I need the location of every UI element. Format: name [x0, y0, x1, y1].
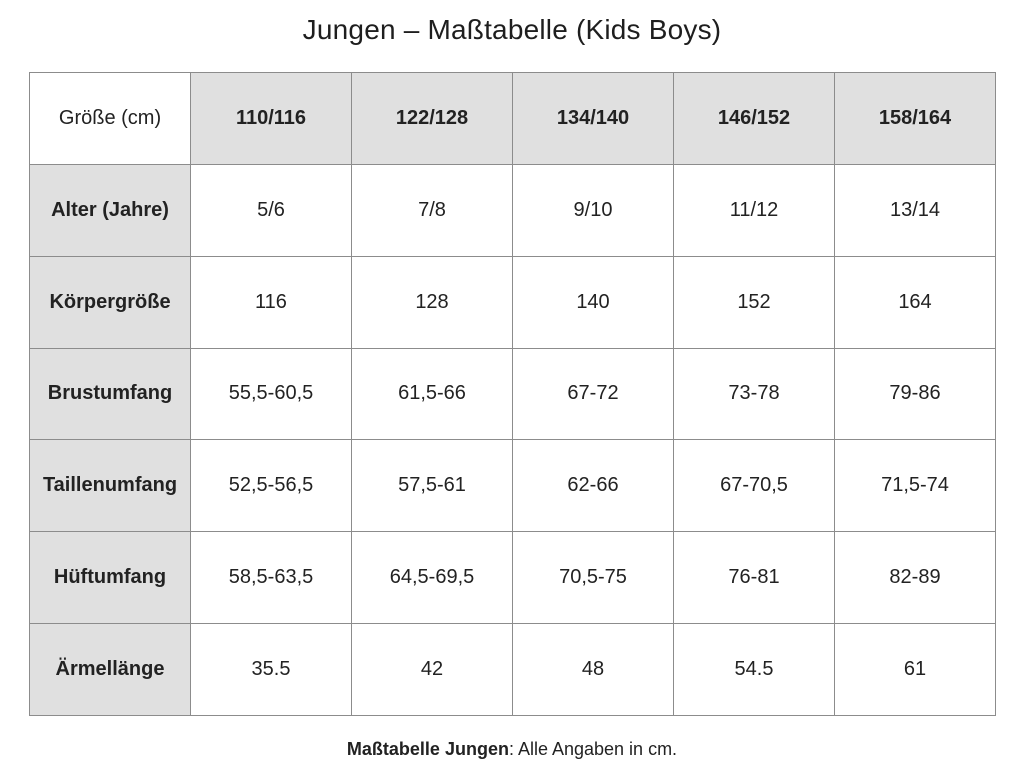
table-cell: 35.5	[190, 623, 352, 716]
table-header-row: Größe (cm) 110/116 122/128 134/140 146/1…	[29, 72, 996, 165]
size-header: 110/116	[190, 72, 352, 165]
table-cell: 67-70,5	[673, 439, 835, 533]
table-cell: 67-72	[512, 347, 674, 441]
table-cell: 71,5-74	[834, 439, 996, 533]
table-cell: 128	[351, 255, 513, 349]
table-row: Brustumfang 55,5-60,5 61,5-66 67-72 73-7…	[29, 347, 996, 441]
table-cell: 61	[834, 623, 996, 716]
table-cell: 152	[673, 255, 835, 349]
table-cell: 61,5-66	[351, 347, 513, 441]
table-row: Hüftumfang 58,5-63,5 64,5-69,5 70,5-75 7…	[29, 531, 996, 625]
row-header: Alter (Jahre)	[29, 163, 191, 257]
table-cell: 79-86	[834, 347, 996, 441]
table-cell: 58,5-63,5	[190, 531, 352, 625]
table-row: Alter (Jahre) 5/6 7/8 9/10 11/12 13/14	[29, 163, 996, 257]
size-chart-table: Größe (cm) 110/116 122/128 134/140 146/1…	[29, 72, 996, 716]
table-cell: 7/8	[351, 163, 513, 257]
table-cell: 62-66	[512, 439, 674, 533]
row-header: Hüftumfang	[29, 531, 191, 625]
corner-header: Größe (cm)	[29, 72, 191, 165]
table-cell: 164	[834, 255, 996, 349]
table-cell: 57,5-61	[351, 439, 513, 533]
footnote-text: : Alle Angaben in cm.	[508, 739, 678, 759]
row-header: Körpergröße	[29, 255, 191, 349]
table-cell: 9/10	[512, 163, 674, 257]
table-cell: 48	[512, 623, 674, 716]
footnote-bold: Maßtabelle Jungen	[346, 739, 509, 759]
size-header: 122/128	[351, 72, 513, 165]
table-row: Taillenumfang 52,5-56,5 57,5-61 62-66 67…	[29, 439, 996, 533]
page-title: Jungen – Maßtabelle (Kids Boys)	[302, 14, 722, 45]
table-cell: 70,5-75	[512, 531, 674, 625]
table-cell: 82-89	[834, 531, 996, 625]
table-cell: 55,5-60,5	[190, 347, 352, 441]
table-cell: 52,5-56,5	[190, 439, 352, 533]
size-header: 146/152	[673, 72, 835, 165]
table-row: Ärmellänge 35.5 42 48 54.5 61	[29, 623, 996, 716]
table-cell: 116	[190, 255, 352, 349]
table-cell: 76-81	[673, 531, 835, 625]
row-header: Ärmellänge	[29, 623, 191, 716]
table-row: Körpergröße 116 128 140 152 164	[29, 255, 996, 349]
table-cell: 5/6	[190, 163, 352, 257]
table-cell: 64,5-69,5	[351, 531, 513, 625]
size-header: 134/140	[512, 72, 674, 165]
table-cell: 54.5	[673, 623, 835, 716]
footnote: Maßtabelle Jungen: Alle Angaben in cm.	[0, 739, 1024, 760]
table-cell: 11/12	[673, 163, 835, 257]
table-cell: 42	[351, 623, 513, 716]
row-header: Brustumfang	[29, 347, 191, 441]
table-cell: 73-78	[673, 347, 835, 441]
size-header: 158/164	[834, 72, 996, 165]
table-cell: 140	[512, 255, 674, 349]
table-cell: 13/14	[834, 163, 996, 257]
row-header: Taillenumfang	[29, 439, 191, 533]
